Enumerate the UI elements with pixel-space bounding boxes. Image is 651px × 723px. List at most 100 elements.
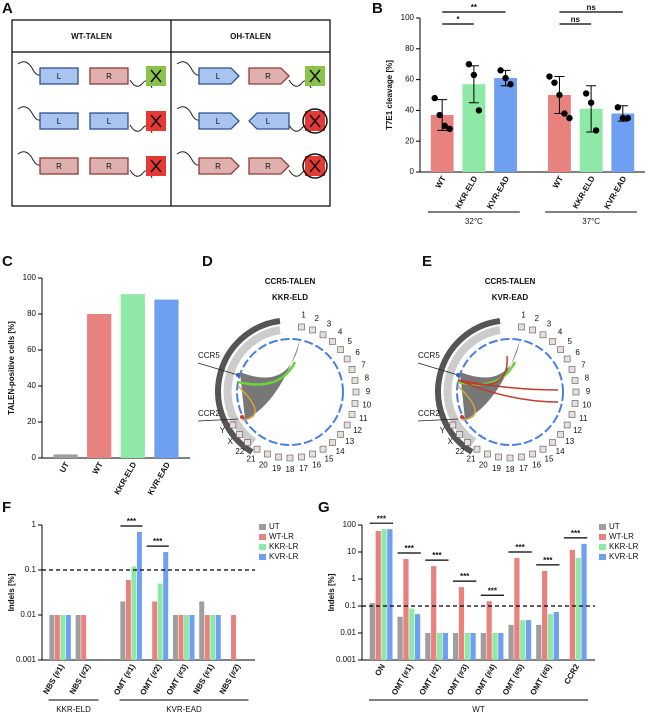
legend-swatch [259, 554, 266, 560]
y-axis-label: Indels [%] [7, 573, 16, 611]
talen-arm [89, 67, 129, 85]
chromosome-band [337, 346, 344, 353]
bar [60, 615, 66, 660]
bar [462, 84, 486, 172]
scissors [150, 69, 162, 83]
arm-letter: R [215, 162, 221, 171]
bar [136, 531, 142, 660]
bar [163, 552, 169, 660]
significance-label: *** [571, 529, 581, 538]
bar [87, 314, 112, 458]
bar [189, 615, 195, 660]
significance-label: ns [571, 15, 581, 24]
dna-strand [176, 106, 312, 134]
gene-dot [236, 373, 240, 377]
talen-arm [89, 157, 129, 175]
chromosome-band [529, 450, 536, 458]
bar [152, 601, 158, 660]
chromosome-label: 10 [582, 401, 591, 410]
gene-zoom-arc-inner [443, 326, 501, 446]
chromosome-label: 4 [338, 327, 343, 336]
data-point [431, 94, 438, 102]
chromosome-label: 15 [325, 455, 334, 464]
significance-label: *** [153, 537, 163, 546]
x-tick-label: KKR-ELD [454, 174, 480, 210]
chromosome-band [549, 439, 556, 446]
bar [536, 624, 542, 660]
scissors [150, 159, 162, 173]
chromosome-label: 22 [455, 447, 464, 456]
talen-arm [198, 157, 240, 175]
y-axis-label: TALEN-positive cells [%] [7, 321, 16, 415]
significance-label: *** [127, 517, 137, 526]
bar [525, 620, 532, 660]
no-cut [302, 153, 328, 179]
chromosome-band [351, 400, 359, 407]
data-point [502, 74, 509, 82]
y-tick-label: 60 [27, 345, 36, 354]
bar [486, 601, 492, 660]
bar [542, 570, 548, 660]
legend-swatch [599, 554, 606, 560]
x-tick-label: KKR-ELD [571, 174, 597, 210]
chromosome-band [352, 388, 360, 396]
data-point [497, 67, 504, 74]
scissors [150, 114, 162, 128]
chromosome-label: 5 [348, 337, 353, 346]
chromosome-band [473, 445, 481, 453]
chromosome-band [298, 453, 305, 461]
bar [210, 615, 216, 660]
x-tick-label: NBS (#2) [218, 662, 243, 696]
off-target-link [457, 379, 559, 403]
y-tick-label: 20 [27, 417, 36, 426]
gene-pointer [197, 362, 239, 376]
genome-ring [236, 338, 344, 446]
chromosome-label: 7 [581, 360, 586, 369]
y-tick-label: 0.1 [25, 565, 37, 574]
chromosome-label: 14 [556, 447, 565, 456]
dna-strand [17, 106, 153, 134]
gene-pointer [417, 418, 459, 422]
bar [442, 633, 448, 660]
bar [492, 633, 498, 660]
bar [547, 614, 554, 660]
bar [120, 294, 145, 458]
chromosome-band [229, 421, 237, 429]
legend-label: KVR-LR [609, 552, 639, 561]
bar [387, 529, 393, 660]
column-header: WT-TALEN [71, 32, 112, 41]
chromosome-band [329, 439, 336, 446]
chromosome-label: 20 [259, 460, 268, 469]
chromosome-label: 9 [586, 387, 591, 396]
y-tick-label: 0.01 [340, 628, 356, 637]
data-point [470, 71, 478, 79]
x-tick-label: NBS (#2) [68, 662, 93, 696]
chromosome-label: 16 [312, 460, 321, 469]
x-tick-label: OMT (#1) [390, 662, 415, 696]
x-tick-label: OMT (#1) [112, 662, 137, 696]
chromosome-band [319, 445, 327, 453]
data-point [507, 81, 514, 88]
chromosome-band [449, 421, 457, 429]
bar [81, 615, 87, 660]
chromosome-band [351, 377, 359, 384]
chromosome-label: 17 [299, 464, 308, 473]
bar [553, 611, 559, 660]
x-tick-label: CCR2 [562, 662, 581, 686]
chromosome-band [329, 338, 336, 345]
chromosome-label: 9 [366, 387, 371, 396]
chromosome-label: 5 [568, 337, 573, 346]
chromosome-label: 6 [575, 348, 580, 357]
legend-swatch [259, 544, 266, 550]
legend-swatch [599, 534, 606, 540]
y-tick-label: 0 [410, 167, 415, 176]
arm-letter: R [265, 162, 271, 171]
coverage-wedge [460, 340, 520, 420]
chromosome-band [343, 421, 351, 429]
bar [397, 616, 403, 660]
dna-strand [176, 61, 312, 89]
bar [452, 633, 459, 660]
chromosome-label: 21 [247, 455, 256, 464]
data-point [582, 90, 590, 97]
